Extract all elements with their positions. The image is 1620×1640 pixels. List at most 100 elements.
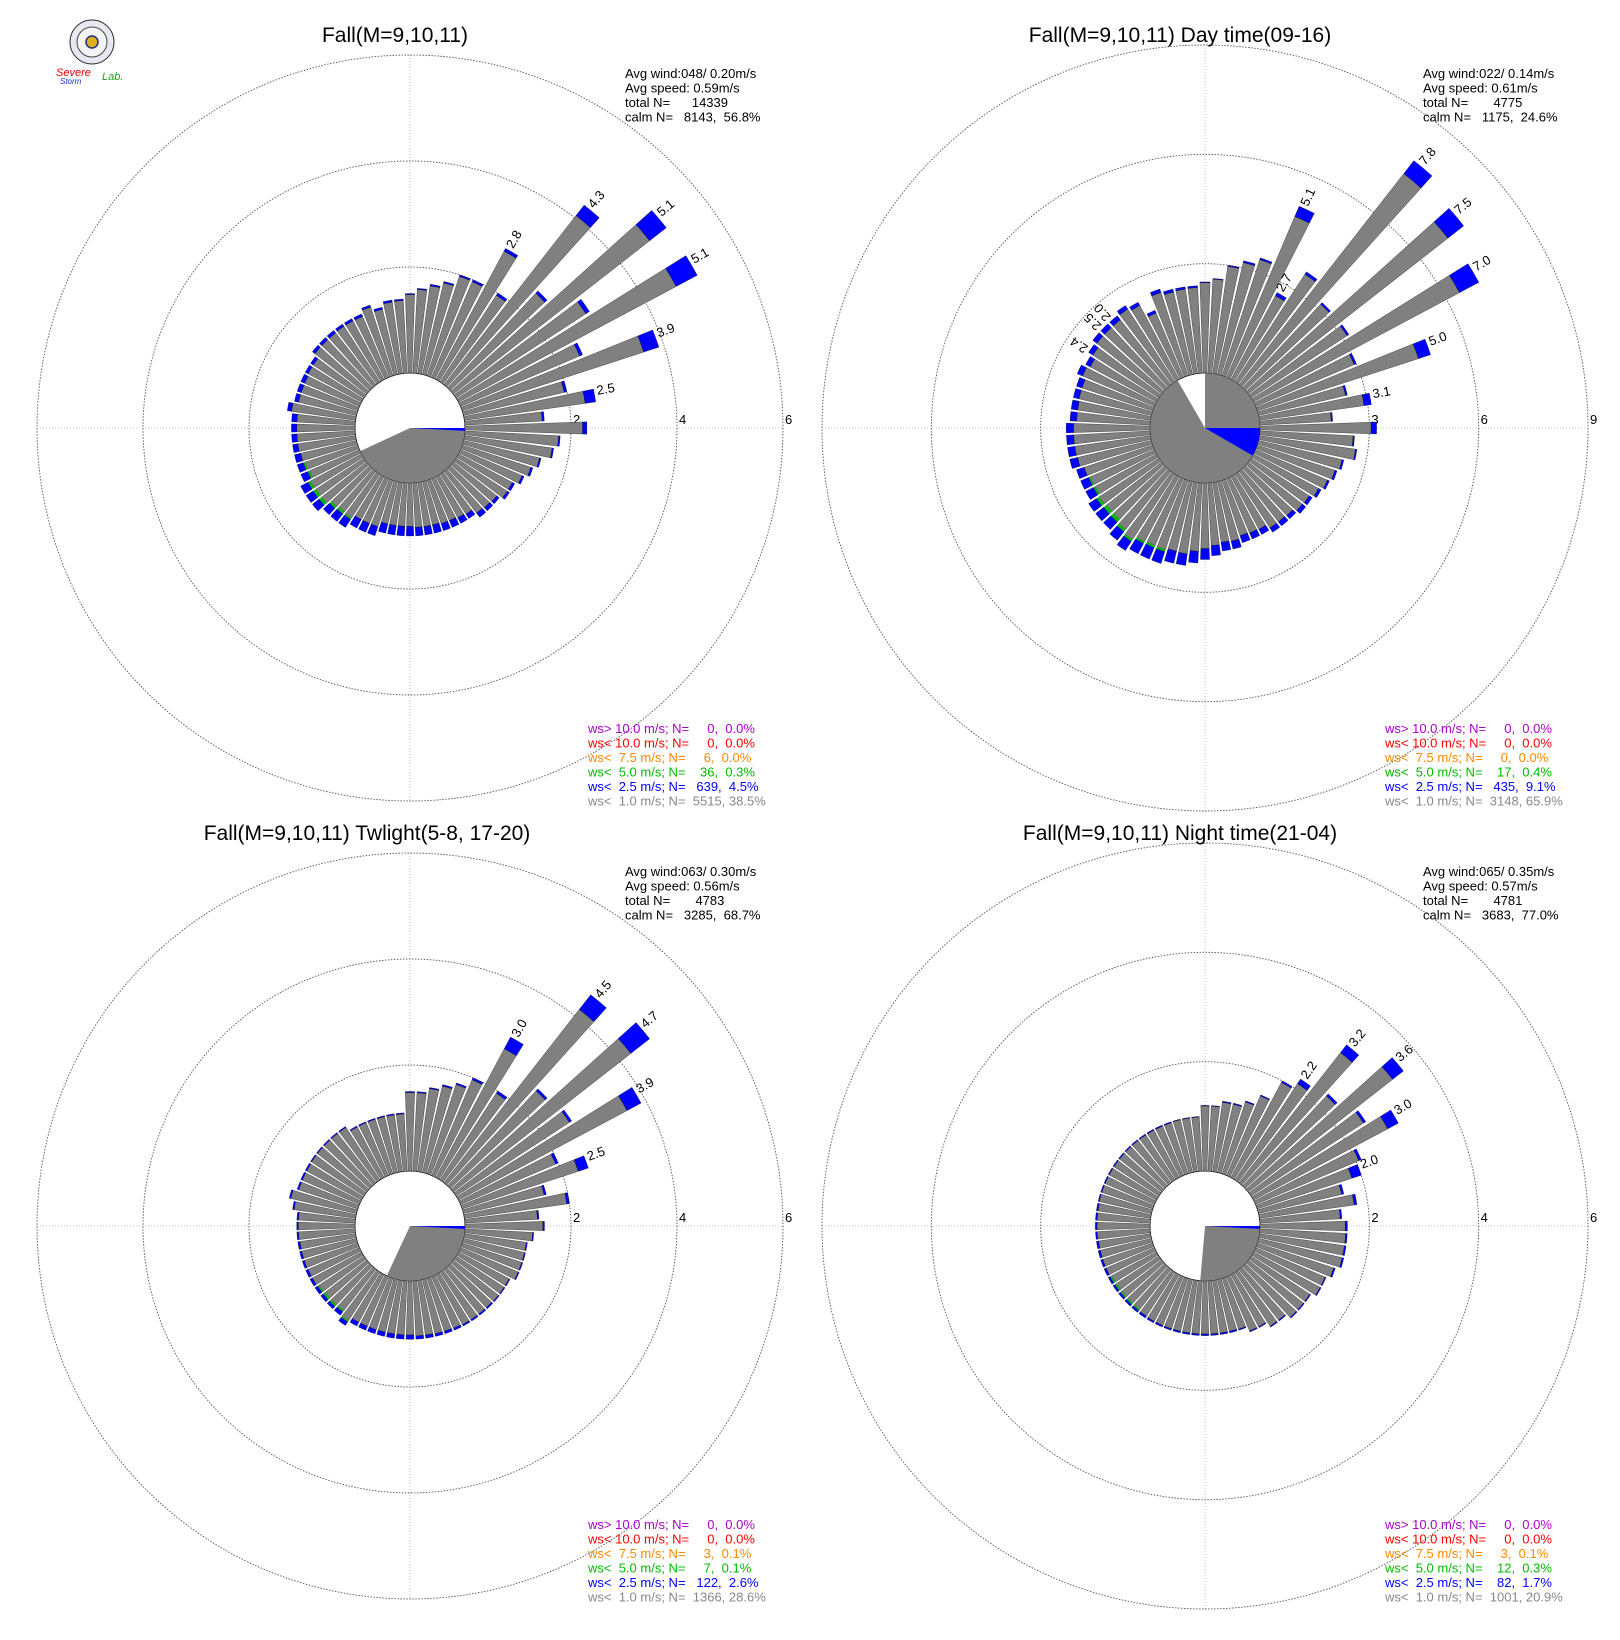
bar-blue <box>300 481 313 494</box>
bar-blue <box>478 1308 487 1316</box>
bar-blue <box>1172 1118 1181 1122</box>
stats-line: calm N= 3285, 68.7% <box>625 908 761 923</box>
bar-green <box>1133 1304 1140 1311</box>
bar-blue <box>1140 543 1155 560</box>
polar-grid: 2 4 6 <box>821 842 1597 1610</box>
value-label: 3.2 <box>1346 1026 1369 1049</box>
ring-label: 4 <box>679 1210 686 1225</box>
bar-blue <box>637 329 660 353</box>
bar-blue <box>1355 1110 1366 1124</box>
bar-blue <box>1219 1331 1228 1335</box>
bar-blue <box>296 1212 300 1221</box>
bar-blue <box>1344 1233 1348 1244</box>
bar-blue <box>349 1318 360 1327</box>
bar-blue <box>415 1335 424 1340</box>
bar-blue <box>1095 506 1110 522</box>
ring-label: 6 <box>1481 412 1488 427</box>
value-label: 4.5 <box>591 977 614 1000</box>
ring-label: 4 <box>679 412 686 427</box>
bar-gray <box>1200 482 1210 549</box>
bar-blue <box>577 299 590 314</box>
bar-gray <box>405 1092 415 1172</box>
bar-blue <box>527 467 534 477</box>
severe-storm-lab-logo: Severe Storm Lab. <box>56 19 123 86</box>
bar-blue <box>376 1115 385 1119</box>
bar-green <box>337 507 345 514</box>
legend-entry: ws< 7.5 m/s; N= 6, 0.0% <box>587 750 752 765</box>
legend-entry: ws< 1.0 m/s; N= 1366, 28.6% <box>587 1590 766 1605</box>
bar-blue <box>1230 538 1242 550</box>
bar-gray <box>1127 1263 1168 1304</box>
bar-gray <box>1200 1105 1210 1172</box>
legend-entry: ws< 7.5 m/s; N= 3, 0.1% <box>587 1546 752 1561</box>
bar-gray <box>406 482 414 527</box>
bar-blue <box>358 1322 368 1331</box>
bar-blue <box>1138 1133 1147 1140</box>
bar-blue <box>504 1278 511 1287</box>
bar-blue <box>396 525 406 537</box>
bar-blue <box>417 288 428 291</box>
bar-blue <box>294 393 301 403</box>
bar-green <box>1096 496 1105 506</box>
stats-line: Avg speed: 0.59m/s <box>625 81 740 96</box>
bar-green <box>1156 546 1166 552</box>
chart-title: Fall(M=9,10,11) Night time(21-04) <box>1023 822 1337 845</box>
bar-blue <box>1269 522 1280 533</box>
ring-label: 6 <box>1590 1210 1597 1225</box>
bar-blue <box>432 522 442 534</box>
bar-blue <box>1150 288 1162 297</box>
bar-blue <box>305 1269 312 1278</box>
bar-gray <box>1096 1222 1151 1230</box>
bar-blue <box>1085 487 1098 500</box>
bar-blue <box>305 364 313 375</box>
bar-blue <box>300 373 309 384</box>
legend-entry: ws< 1.0 m/s; N= 1001, 20.9% <box>1384 1590 1563 1605</box>
wind-rose-panel-1: 2 4 6 2.8 4.3 5.1 5.1 3.9 2.5 Fall(M=9,10,11) Avg … <box>36 24 792 809</box>
bar-blue <box>536 457 542 468</box>
bar-blue <box>462 1320 471 1327</box>
bar-blue <box>1340 1044 1360 1063</box>
bar-gray <box>1156 478 1189 550</box>
bar-green <box>308 480 315 490</box>
bar-blue <box>1352 435 1355 447</box>
bar-blue <box>1103 515 1118 530</box>
bar-blue <box>373 307 383 312</box>
bar-blue <box>406 526 414 537</box>
bar-blue <box>491 495 500 505</box>
bar-blue <box>579 994 607 1022</box>
stats-line: Avg wind:065/ 0.35m/s <box>1423 864 1555 879</box>
bar-blue <box>561 1109 572 1123</box>
bar-blue <box>1107 1167 1114 1176</box>
bar-blue <box>305 490 319 503</box>
bar-blue <box>1278 516 1289 527</box>
ring-label: 2 <box>573 1210 580 1225</box>
legend-entry: ws< 2.5 m/s; N= 639, 4.5% <box>587 779 759 794</box>
ring-label: 6 <box>785 1210 792 1225</box>
bar-blue <box>449 517 460 528</box>
bar-blue <box>618 1022 650 1054</box>
bar-gray <box>464 1221 544 1231</box>
bar-blue <box>1175 552 1188 566</box>
bar-blue <box>1182 1117 1190 1120</box>
value-label: 5.0 <box>1427 328 1449 348</box>
bar-blue <box>573 1155 589 1172</box>
bar-blue <box>1092 332 1104 344</box>
bar-blue <box>444 1328 453 1334</box>
bar-blue <box>1353 448 1358 461</box>
bar-blue <box>416 1091 427 1094</box>
bar-blue <box>1146 310 1157 317</box>
bar-blue <box>1100 323 1112 335</box>
bar-blue <box>564 1192 570 1205</box>
bar-blue <box>305 1162 311 1172</box>
stats-line: total N= 14339 <box>625 95 728 110</box>
value-label: 4.3 <box>585 187 608 210</box>
bar-blue <box>1339 1257 1345 1268</box>
value-label: 5.1 <box>654 196 677 219</box>
bar-blue <box>484 502 494 512</box>
bar-blue <box>1200 1105 1210 1107</box>
bar-blue <box>382 299 393 304</box>
bar-blue <box>459 274 471 281</box>
bar-blue <box>299 1250 304 1260</box>
legend-entry: ws< 5.0 m/s; N= 17, 0.4% <box>1384 765 1552 780</box>
bar-blue <box>1348 1164 1362 1179</box>
